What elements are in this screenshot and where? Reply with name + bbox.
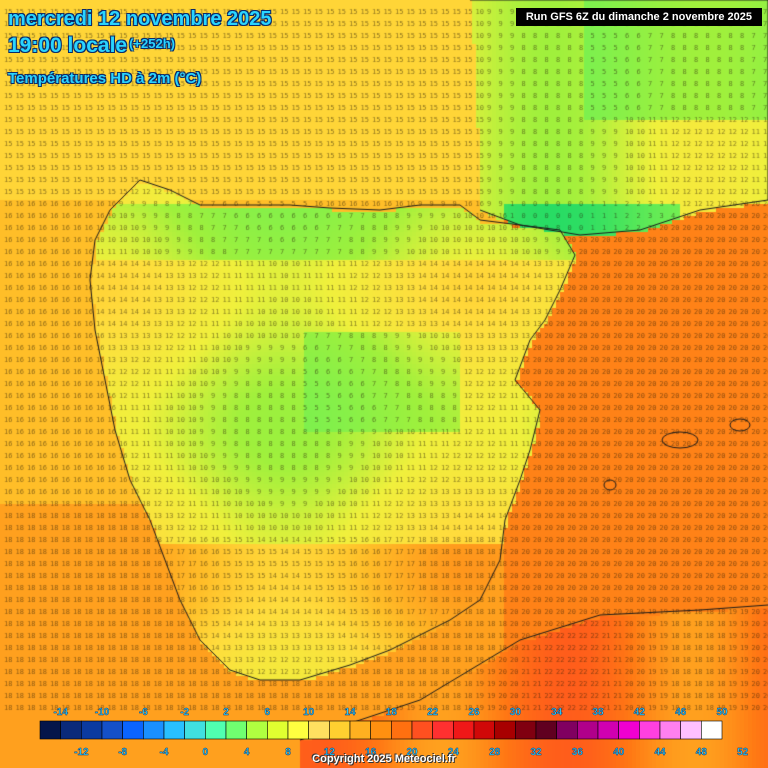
forecast-time: 19:00 locale (+252h): [8, 34, 175, 58]
time-label: 19:00 locale: [8, 34, 128, 57]
run-info: Run GFS 6Z du dimanche 2 novembre 2025: [515, 8, 762, 26]
parameter-title: Températures HD à 2m (°C): [8, 70, 202, 87]
copyright: Copyright 2025 Meteociel.fr: [312, 753, 456, 765]
forecast-date: mercredi 12 novembre 2025: [8, 8, 272, 30]
lead-time: (+252h): [129, 36, 175, 51]
